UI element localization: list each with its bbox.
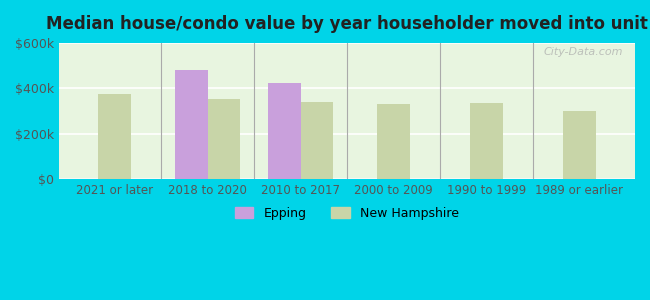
- Text: City-Data.com: City-Data.com: [544, 47, 623, 57]
- Title: Median house/condo value by year householder moved into unit: Median house/condo value by year househo…: [46, 15, 648, 33]
- Bar: [268, 83, 300, 179]
- Bar: [300, 102, 333, 179]
- Legend: Epping, New Hampshire: Epping, New Hampshire: [229, 202, 464, 225]
- Bar: [377, 104, 410, 179]
- Bar: [175, 70, 207, 179]
- Bar: [98, 94, 131, 179]
- Bar: [207, 99, 240, 179]
- Bar: [470, 103, 502, 179]
- Bar: [563, 111, 595, 179]
